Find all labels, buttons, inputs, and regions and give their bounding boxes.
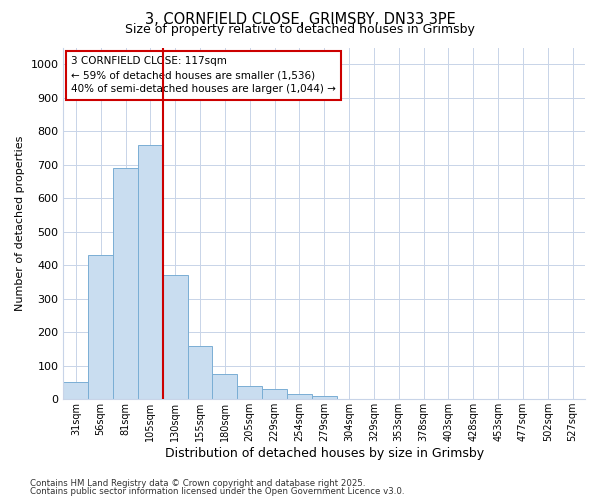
Text: 3 CORNFIELD CLOSE: 117sqm
← 59% of detached houses are smaller (1,536)
40% of se: 3 CORNFIELD CLOSE: 117sqm ← 59% of detac… [71,56,336,94]
Bar [64,382,88,399]
Bar [237,386,262,399]
Bar [188,346,212,399]
Text: Size of property relative to detached houses in Grimsby: Size of property relative to detached ho… [125,22,475,36]
Bar [113,168,138,399]
Text: Contains HM Land Registry data © Crown copyright and database right 2025.: Contains HM Land Registry data © Crown c… [30,479,365,488]
Bar [163,275,188,399]
Bar [88,255,113,399]
X-axis label: Distribution of detached houses by size in Grimsby: Distribution of detached houses by size … [164,447,484,460]
Bar [312,396,337,399]
Bar [138,144,163,399]
Text: Contains public sector information licensed under the Open Government Licence v3: Contains public sector information licen… [30,487,404,496]
Bar [262,389,287,399]
Bar [287,394,312,399]
Text: 3, CORNFIELD CLOSE, GRIMSBY, DN33 3PE: 3, CORNFIELD CLOSE, GRIMSBY, DN33 3PE [145,12,455,28]
Bar [212,374,237,399]
Y-axis label: Number of detached properties: Number of detached properties [15,136,25,311]
